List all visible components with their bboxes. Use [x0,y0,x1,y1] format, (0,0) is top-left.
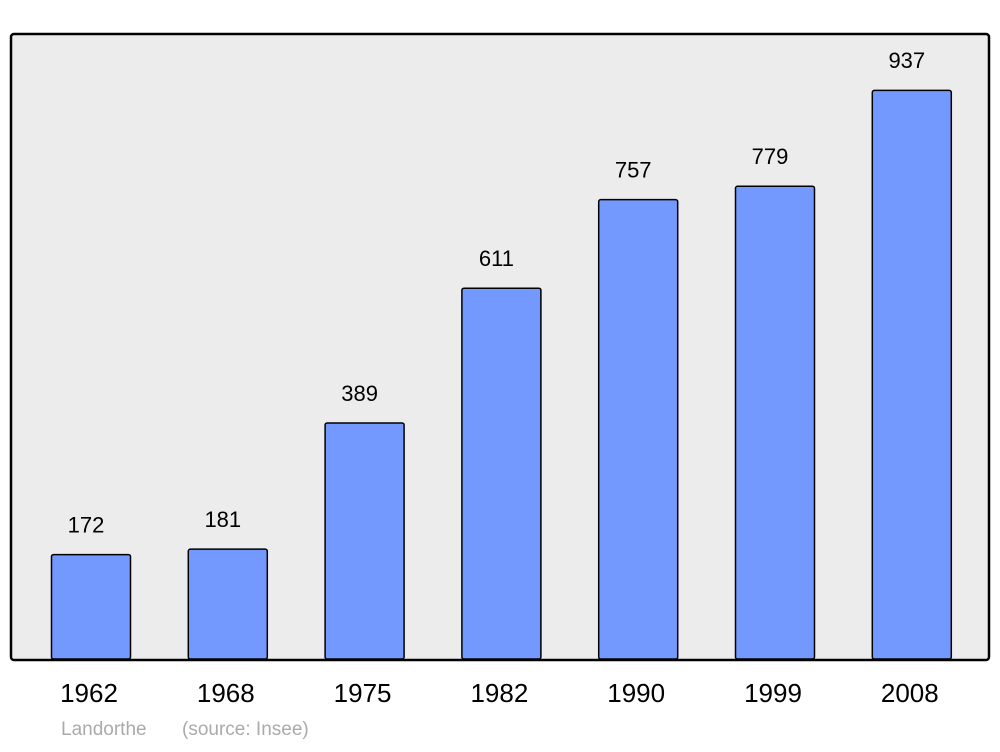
x-tick-label: 1962 [60,678,118,708]
x-tick-label: 1990 [607,678,665,708]
bar [187,548,269,660]
bar [597,198,679,660]
bar [461,287,542,660]
value-label: 611 [479,246,514,271]
value-label: 181 [204,507,241,532]
bar [871,89,953,660]
value-label: 937 [888,48,925,73]
source: (source: Insee) [182,719,309,740]
value-label: 779 [752,144,789,169]
value-label: 757 [615,157,652,182]
bar [50,553,132,660]
bar [324,422,405,660]
x-tick-label: 1968 [197,678,255,708]
bar [734,185,816,660]
x-tick-label: 2008 [881,678,939,708]
x-tick-label: 1982 [470,678,528,708]
value-label: 172 [68,512,105,537]
x-tick-label: 1999 [744,678,802,708]
x-tick-label: 1975 [334,678,392,708]
caption: Landorthe [61,719,147,740]
value-label: 389 [341,381,378,406]
